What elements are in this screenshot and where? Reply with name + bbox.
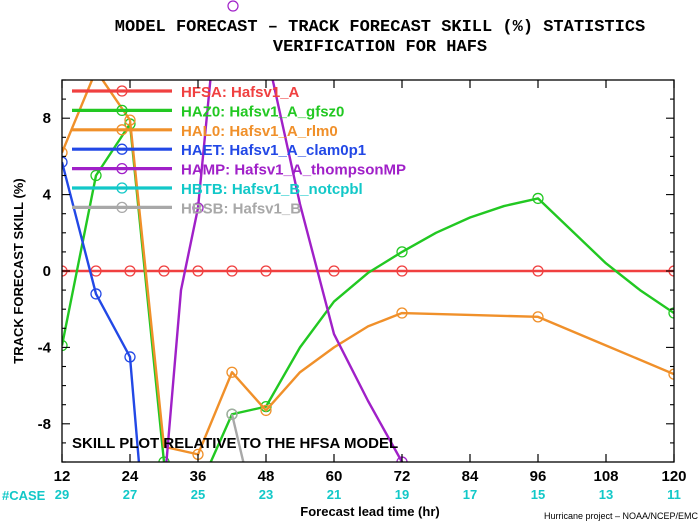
- chart-title: MODEL FORECAST – TRACK FORECAST SKILL (%…: [115, 18, 646, 37]
- series-hal0-point: [124, 114, 136, 126]
- series-hfsa-point: [260, 265, 272, 277]
- y-tick-label: 8: [43, 110, 51, 127]
- legend-marker: [116, 124, 128, 136]
- x-tick-label: 72: [394, 468, 411, 485]
- series-haz0-point: [668, 307, 674, 319]
- legend-entry: HFSA: Hafsv1_A: [181, 84, 300, 101]
- legend-marker: [116, 85, 128, 97]
- series-hbsb-point: [226, 408, 238, 420]
- series-haet-point: [62, 156, 68, 168]
- case-count: 15: [531, 487, 545, 502]
- series-hfsa-point: [226, 265, 238, 277]
- series-hal0-point: [396, 307, 408, 319]
- legend-marker: [116, 143, 128, 155]
- legend-entry: HAET: Hafsv1_A_clam0p1: [181, 142, 366, 159]
- y-tick-label: 0: [43, 263, 51, 280]
- legend-marker: [116, 201, 128, 214]
- x-tick-label: 12: [54, 468, 71, 485]
- series-haet-line: [62, 161, 141, 462]
- series-haz0-point: [396, 246, 408, 258]
- series-haz0-point: [532, 192, 544, 205]
- case-count: 27: [123, 487, 137, 502]
- x-tick-label: 108: [593, 468, 618, 485]
- case-count: 13: [599, 487, 613, 502]
- case-count-label: #CASE: [2, 488, 46, 503]
- credit-text: Hurricane project – NOAA/NCEP/EMC: [544, 511, 699, 521]
- x-tick-label: 96: [530, 468, 547, 485]
- y-axis-label: TRACK FORECAST SKILL (%): [11, 178, 26, 363]
- case-count: 19: [395, 487, 409, 502]
- series-hal0-point: [668, 368, 674, 380]
- series-hal0-line: [62, 80, 674, 456]
- series-hfsa-point: [192, 265, 204, 277]
- series-hfsa-point: [124, 265, 136, 277]
- chart-subtitle: VERIFICATION FOR HAFS: [273, 38, 487, 57]
- y-tick-label: -8: [38, 416, 51, 433]
- series-haz0-line: [62, 122, 674, 462]
- case-count: 25: [191, 487, 205, 502]
- series-hfsa-point: [532, 265, 544, 277]
- series-haz0-point: [158, 456, 170, 462]
- y-tick-label: 4: [43, 187, 52, 204]
- series-hal0-point: [62, 146, 68, 159]
- series-hamp-line: [165, 80, 404, 462]
- series-hfsa-point: [158, 265, 170, 277]
- case-count: 23: [259, 487, 273, 502]
- legend: HFSA: Hafsv1_A HAZ0: Hafsv1_A_gfsz0 HAL0: …: [72, 84, 406, 217]
- case-count: 11: [667, 487, 681, 502]
- legend-entry: HAZ0: Hafsv1_A_gfsz0: [181, 103, 344, 120]
- legend-marker: [116, 182, 128, 194]
- y-tick-label: -4: [38, 339, 52, 356]
- series-haet-point: [90, 288, 102, 300]
- series-hfsa-point: [328, 265, 340, 277]
- decorative-circle-mark: [227, 0, 239, 12]
- series-hal0-point: [532, 311, 544, 323]
- x-tick-label: 120: [661, 468, 686, 485]
- series-hal0-point: [226, 366, 238, 378]
- x-tick-label: 36: [190, 468, 207, 485]
- series-hbsb-line: [230, 413, 245, 462]
- legend-marker: [116, 162, 128, 175]
- legend-entry: HAL0: Hafsv1_A_rlm0: [181, 123, 338, 140]
- series-hfsa-point: [396, 265, 408, 277]
- skill-plot-note: SKILL PLOT RELATIVE TO THE HFSA MODEL: [72, 435, 398, 452]
- plot-area: [62, 80, 674, 462]
- x-axis-label: Forecast lead time (hr): [300, 504, 439, 519]
- x-tick-label: 84: [462, 468, 479, 485]
- series-hal0-point: [260, 404, 272, 417]
- legend-entry: HBSB: Hafsv1_B: [181, 200, 301, 217]
- legend-marker: [116, 104, 128, 117]
- series-haz0-point: [90, 169, 102, 182]
- series-haet-point: [124, 351, 136, 363]
- x-tick-label: 48: [258, 468, 275, 485]
- case-count: 17: [463, 487, 477, 502]
- case-count: 21: [327, 487, 341, 502]
- series-hamp-point: [192, 202, 204, 214]
- x-tick-label: 24: [122, 468, 139, 485]
- x-tick-label: 60: [326, 468, 343, 485]
- series-haz0-point: [62, 339, 68, 352]
- legend-entry: HBTB: Hafsv1_B_notcpbl: [181, 181, 363, 198]
- legend-entry: HAMP: Hafsv1_A_thompsonMP: [181, 162, 406, 179]
- case-count: 29: [55, 487, 69, 502]
